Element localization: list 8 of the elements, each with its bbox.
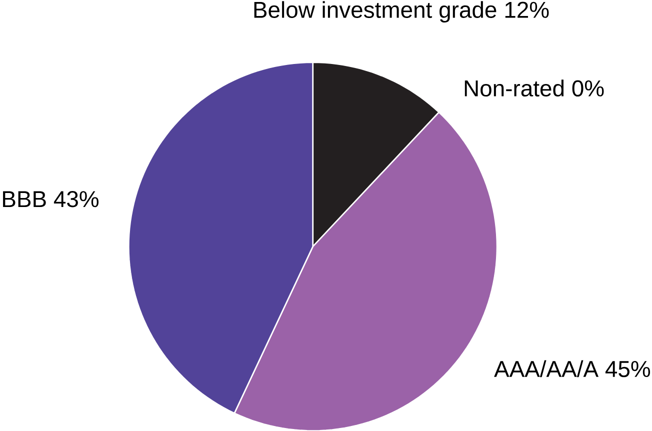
text: 0% [572, 80, 604, 96]
slice-label: BBB [3, 191, 46, 207]
data-label: 45% [605, 360, 650, 377]
category-label: Non-rated [464, 79, 564, 96]
data-label: 43% [54, 190, 99, 208]
slice-label: Below investment grade [254, 0, 496, 22]
data-label: 12% [505, 2, 549, 18]
slice-label: AAA/AA/A [494, 360, 599, 377]
